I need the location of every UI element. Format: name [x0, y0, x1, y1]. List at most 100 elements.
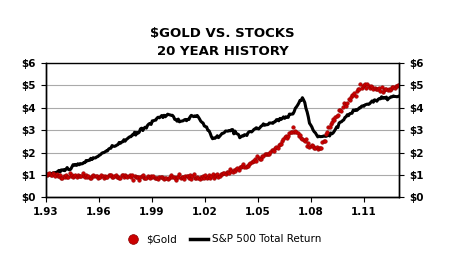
- Point: [164, 176, 171, 181]
- Point: [177, 175, 185, 180]
- Point: [67, 173, 74, 178]
- Point: [102, 175, 110, 179]
- Point: [153, 176, 161, 180]
- Point: [274, 145, 281, 150]
- Point: [144, 174, 151, 178]
- Point: [53, 172, 60, 176]
- Point: [305, 141, 312, 145]
- Point: [169, 175, 176, 179]
- Point: [171, 175, 179, 180]
- Point: [147, 174, 155, 179]
- Point: [116, 176, 123, 180]
- Point: [113, 175, 121, 179]
- Point: [170, 175, 177, 179]
- Point: [194, 175, 201, 179]
- Point: [243, 164, 251, 169]
- Point: [353, 89, 360, 93]
- Point: [185, 176, 193, 181]
- Point: [184, 174, 191, 178]
- Point: [340, 101, 347, 106]
- Point: [261, 152, 268, 157]
- Point: [286, 131, 293, 135]
- Point: [307, 144, 314, 149]
- Point: [93, 174, 101, 179]
- Point: [131, 173, 138, 178]
- Point: [83, 172, 90, 177]
- Point: [196, 177, 203, 181]
- Point: [216, 174, 224, 179]
- Point: [369, 86, 377, 91]
- Legend: $Gold, S&P 500 Total Return: $Gold, S&P 500 Total Return: [119, 230, 326, 249]
- Point: [134, 175, 142, 179]
- Point: [112, 173, 119, 177]
- Point: [143, 175, 150, 180]
- Point: [378, 85, 385, 89]
- Point: [68, 173, 76, 178]
- Point: [217, 172, 224, 176]
- Point: [192, 176, 200, 180]
- Point: [237, 165, 245, 170]
- Point: [269, 148, 276, 152]
- Point: [95, 175, 103, 179]
- Point: [117, 176, 124, 180]
- Point: [145, 175, 152, 179]
- Point: [351, 91, 358, 95]
- Point: [126, 172, 134, 177]
- Point: [393, 84, 401, 88]
- Point: [375, 85, 383, 90]
- Point: [183, 174, 190, 178]
- Point: [312, 146, 319, 150]
- Point: [276, 142, 284, 146]
- Point: [228, 169, 235, 173]
- Point: [87, 175, 95, 180]
- Point: [100, 176, 107, 181]
- Point: [108, 175, 116, 180]
- Point: [246, 162, 253, 166]
- Point: [174, 175, 181, 180]
- Point: [81, 175, 89, 179]
- Point: [332, 115, 339, 120]
- Point: [140, 175, 148, 180]
- Point: [293, 130, 300, 134]
- Point: [249, 159, 257, 163]
- Point: [189, 174, 196, 178]
- Point: [203, 175, 210, 180]
- Point: [118, 173, 125, 178]
- Point: [215, 175, 222, 179]
- Point: [166, 175, 174, 179]
- Point: [306, 145, 313, 149]
- Point: [247, 161, 254, 165]
- Point: [330, 118, 338, 122]
- Point: [396, 82, 403, 87]
- Point: [357, 82, 364, 87]
- Point: [262, 152, 269, 156]
- Point: [74, 173, 82, 177]
- Point: [377, 89, 384, 94]
- Point: [130, 178, 137, 182]
- Point: [330, 117, 337, 122]
- Point: [190, 172, 197, 176]
- Point: [152, 176, 159, 180]
- Point: [80, 173, 87, 178]
- Point: [320, 138, 327, 143]
- Point: [386, 87, 393, 92]
- Point: [291, 130, 298, 134]
- Point: [46, 171, 53, 175]
- Point: [295, 133, 302, 138]
- Point: [179, 175, 187, 179]
- Point: [313, 145, 320, 149]
- Point: [159, 176, 167, 180]
- Point: [161, 177, 168, 182]
- Point: [186, 173, 194, 177]
- Point: [248, 160, 255, 165]
- Point: [322, 132, 330, 136]
- Point: [191, 176, 198, 181]
- Point: [165, 176, 173, 180]
- Point: [129, 172, 136, 177]
- Point: [289, 125, 297, 129]
- Point: [71, 174, 78, 178]
- Point: [44, 173, 51, 177]
- Point: [318, 145, 325, 150]
- Point: [188, 177, 195, 181]
- Point: [73, 175, 80, 179]
